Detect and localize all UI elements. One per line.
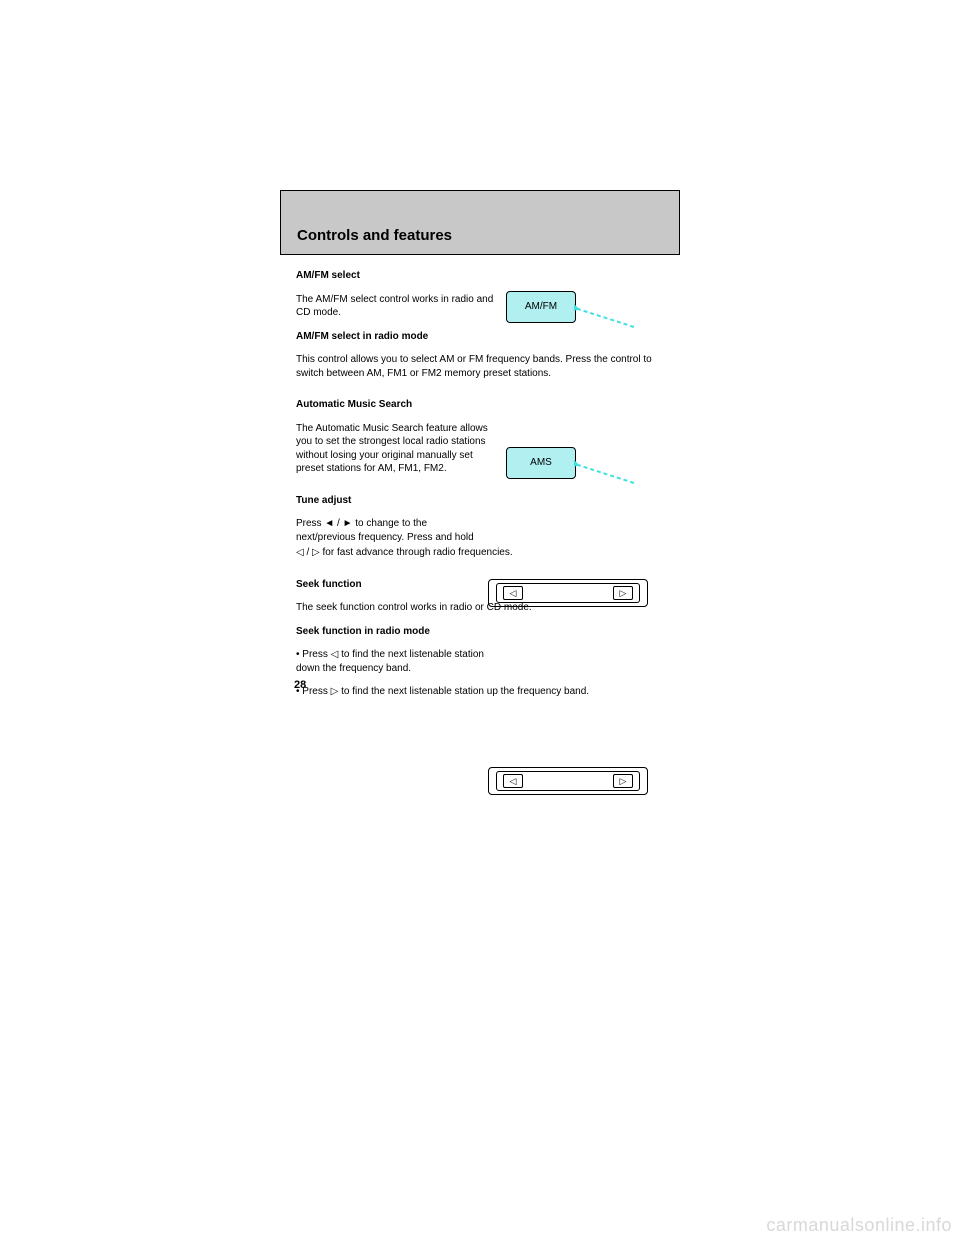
rocker-right-icon: ▷: [613, 586, 633, 600]
tune-rocker-illustration: ◁ ▷: [488, 579, 648, 607]
right-arrow-icon: ►: [343, 518, 353, 529]
page-number: 28: [294, 678, 306, 693]
amfm-button-label: AM/FM: [525, 300, 557, 314]
tune-p1: Press ◄ / ► to change to the next/previo…: [296, 517, 486, 544]
amfm-button-illustration: AM/FM: [506, 291, 576, 323]
ams-arrow-icon: [574, 459, 644, 489]
watermark-text: carmanualsonline.info: [766, 1215, 952, 1236]
amfm-p1: The AM/FM select control works in radio …: [296, 293, 506, 320]
document-page: Controls and features AM/FM AMS: [280, 190, 680, 1090]
amfm-heading: AM/FM select: [296, 269, 506, 283]
section-title: Controls and features: [297, 227, 663, 244]
rocker-right-icon: ▷: [613, 774, 633, 788]
tune-heading: Tune adjust: [296, 494, 506, 508]
ams-button-label: AMS: [530, 456, 552, 470]
left-arrow-outline-icon: ◁: [296, 547, 304, 558]
seek-sub: Seek function in radio mode: [296, 625, 506, 639]
amfm-p3: This control allows you to select AM or …: [296, 353, 656, 380]
seek-heading: Seek function: [296, 578, 506, 592]
rocker-inner: ◁ ▷: [496, 771, 640, 791]
seek-b2: • Press ▷ to find the next listenable st…: [296, 685, 656, 699]
rocker-inner: ◁ ▷: [496, 583, 640, 603]
right-arrow-outline-icon: ▷: [312, 547, 320, 558]
tune-p1-a: Press: [296, 518, 324, 529]
rocker-left-icon: ◁: [503, 586, 523, 600]
bullet-icon: •: [296, 649, 300, 660]
rocker-left-icon: ◁: [503, 774, 523, 788]
right-arrow-outline-icon: ▷: [331, 686, 339, 697]
seek-b2-b: to find the next listenable station up t…: [341, 686, 589, 697]
page-root: Controls and features AM/FM AMS: [0, 0, 960, 1242]
tune-p1-cwrap: ◁ / ▷ for fast advance through radio fre…: [296, 546, 656, 560]
left-arrow-icon: ◄: [324, 518, 334, 529]
seek-rocker-illustration: ◁ ▷: [488, 767, 648, 795]
ams-p1-a: The Automatic Music Search feature allow…: [296, 422, 496, 476]
seek-b2-a: Press: [302, 686, 330, 697]
tune-p1-c: for fast advance through radio frequenci…: [323, 547, 513, 558]
section-header: Controls and features: [280, 190, 680, 255]
seek-b1-a: Press: [302, 649, 330, 660]
ams-heading: Automatic Music Search: [296, 398, 506, 412]
amfm-arrow-icon: [574, 303, 644, 333]
amfm-p2: AM/FM select in radio mode: [296, 330, 506, 344]
ams-button-illustration: AMS: [506, 447, 576, 479]
body-area: AM/FM AMS ◁ ▷: [280, 269, 680, 699]
left-arrow-outline-icon: ◁: [331, 649, 339, 660]
seek-b1: • Press ◁ to find the next listenable st…: [296, 648, 486, 675]
